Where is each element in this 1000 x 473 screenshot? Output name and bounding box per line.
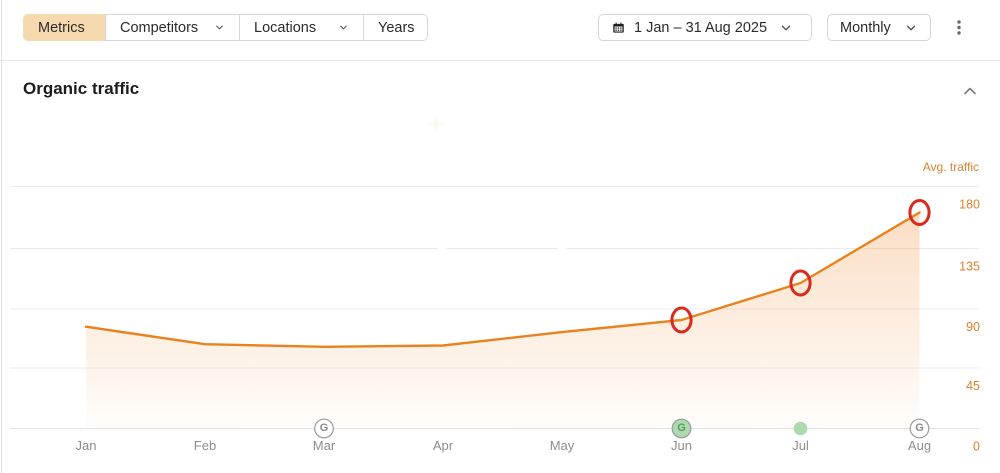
- svg-text:Jul: Jul: [792, 438, 809, 453]
- svg-text:Jun: Jun: [671, 438, 692, 453]
- svg-text:Aug: Aug: [908, 438, 931, 453]
- svg-text:Feb: Feb: [194, 438, 216, 453]
- svg-text:Jan: Jan: [76, 438, 97, 453]
- svg-text:0: 0: [973, 440, 980, 454]
- svg-text:90: 90: [966, 320, 980, 334]
- svg-text:45: 45: [966, 379, 980, 393]
- svg-text:Apr: Apr: [433, 438, 454, 453]
- svg-text:180: 180: [959, 198, 980, 212]
- svg-text:Mar: Mar: [313, 438, 336, 453]
- svg-text:135: 135: [959, 260, 980, 274]
- svg-text:May: May: [550, 438, 575, 453]
